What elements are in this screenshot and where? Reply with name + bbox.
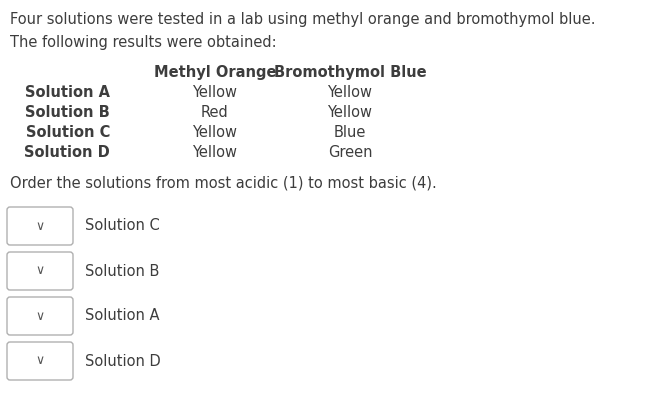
Text: ∨: ∨ [36,265,45,278]
Text: Yellow: Yellow [193,125,238,140]
FancyBboxPatch shape [7,252,73,290]
Text: Solution A: Solution A [25,85,110,100]
FancyBboxPatch shape [7,207,73,245]
Text: Solution A: Solution A [85,309,160,323]
Text: Four solutions were tested in a lab using methyl orange and bromothymol blue.: Four solutions were tested in a lab usin… [10,12,595,27]
Text: Order the solutions from most acidic (1) to most basic (4).: Order the solutions from most acidic (1)… [10,175,437,190]
Text: ∨: ∨ [36,354,45,368]
Text: Solution D: Solution D [85,354,161,368]
Text: Solution B: Solution B [85,263,159,278]
Text: Solution D: Solution D [24,145,110,160]
Text: Yellow: Yellow [193,145,238,160]
Text: ∨: ∨ [36,220,45,233]
Text: ∨: ∨ [36,310,45,323]
Text: Yellow: Yellow [327,105,372,120]
Text: Solution B: Solution B [25,105,110,120]
Text: Solution C: Solution C [85,218,160,234]
Text: Yellow: Yellow [193,85,238,100]
Text: Yellow: Yellow [327,85,372,100]
Text: The following results were obtained:: The following results were obtained: [10,35,277,50]
Text: Red: Red [201,105,229,120]
Text: Solution C: Solution C [26,125,110,140]
Text: Methyl Orange: Methyl Orange [154,65,277,80]
FancyBboxPatch shape [7,297,73,335]
Text: Blue: Blue [334,125,366,140]
Text: Green: Green [328,145,372,160]
Text: Bromothymol Blue: Bromothymol Blue [274,65,426,80]
FancyBboxPatch shape [7,342,73,380]
